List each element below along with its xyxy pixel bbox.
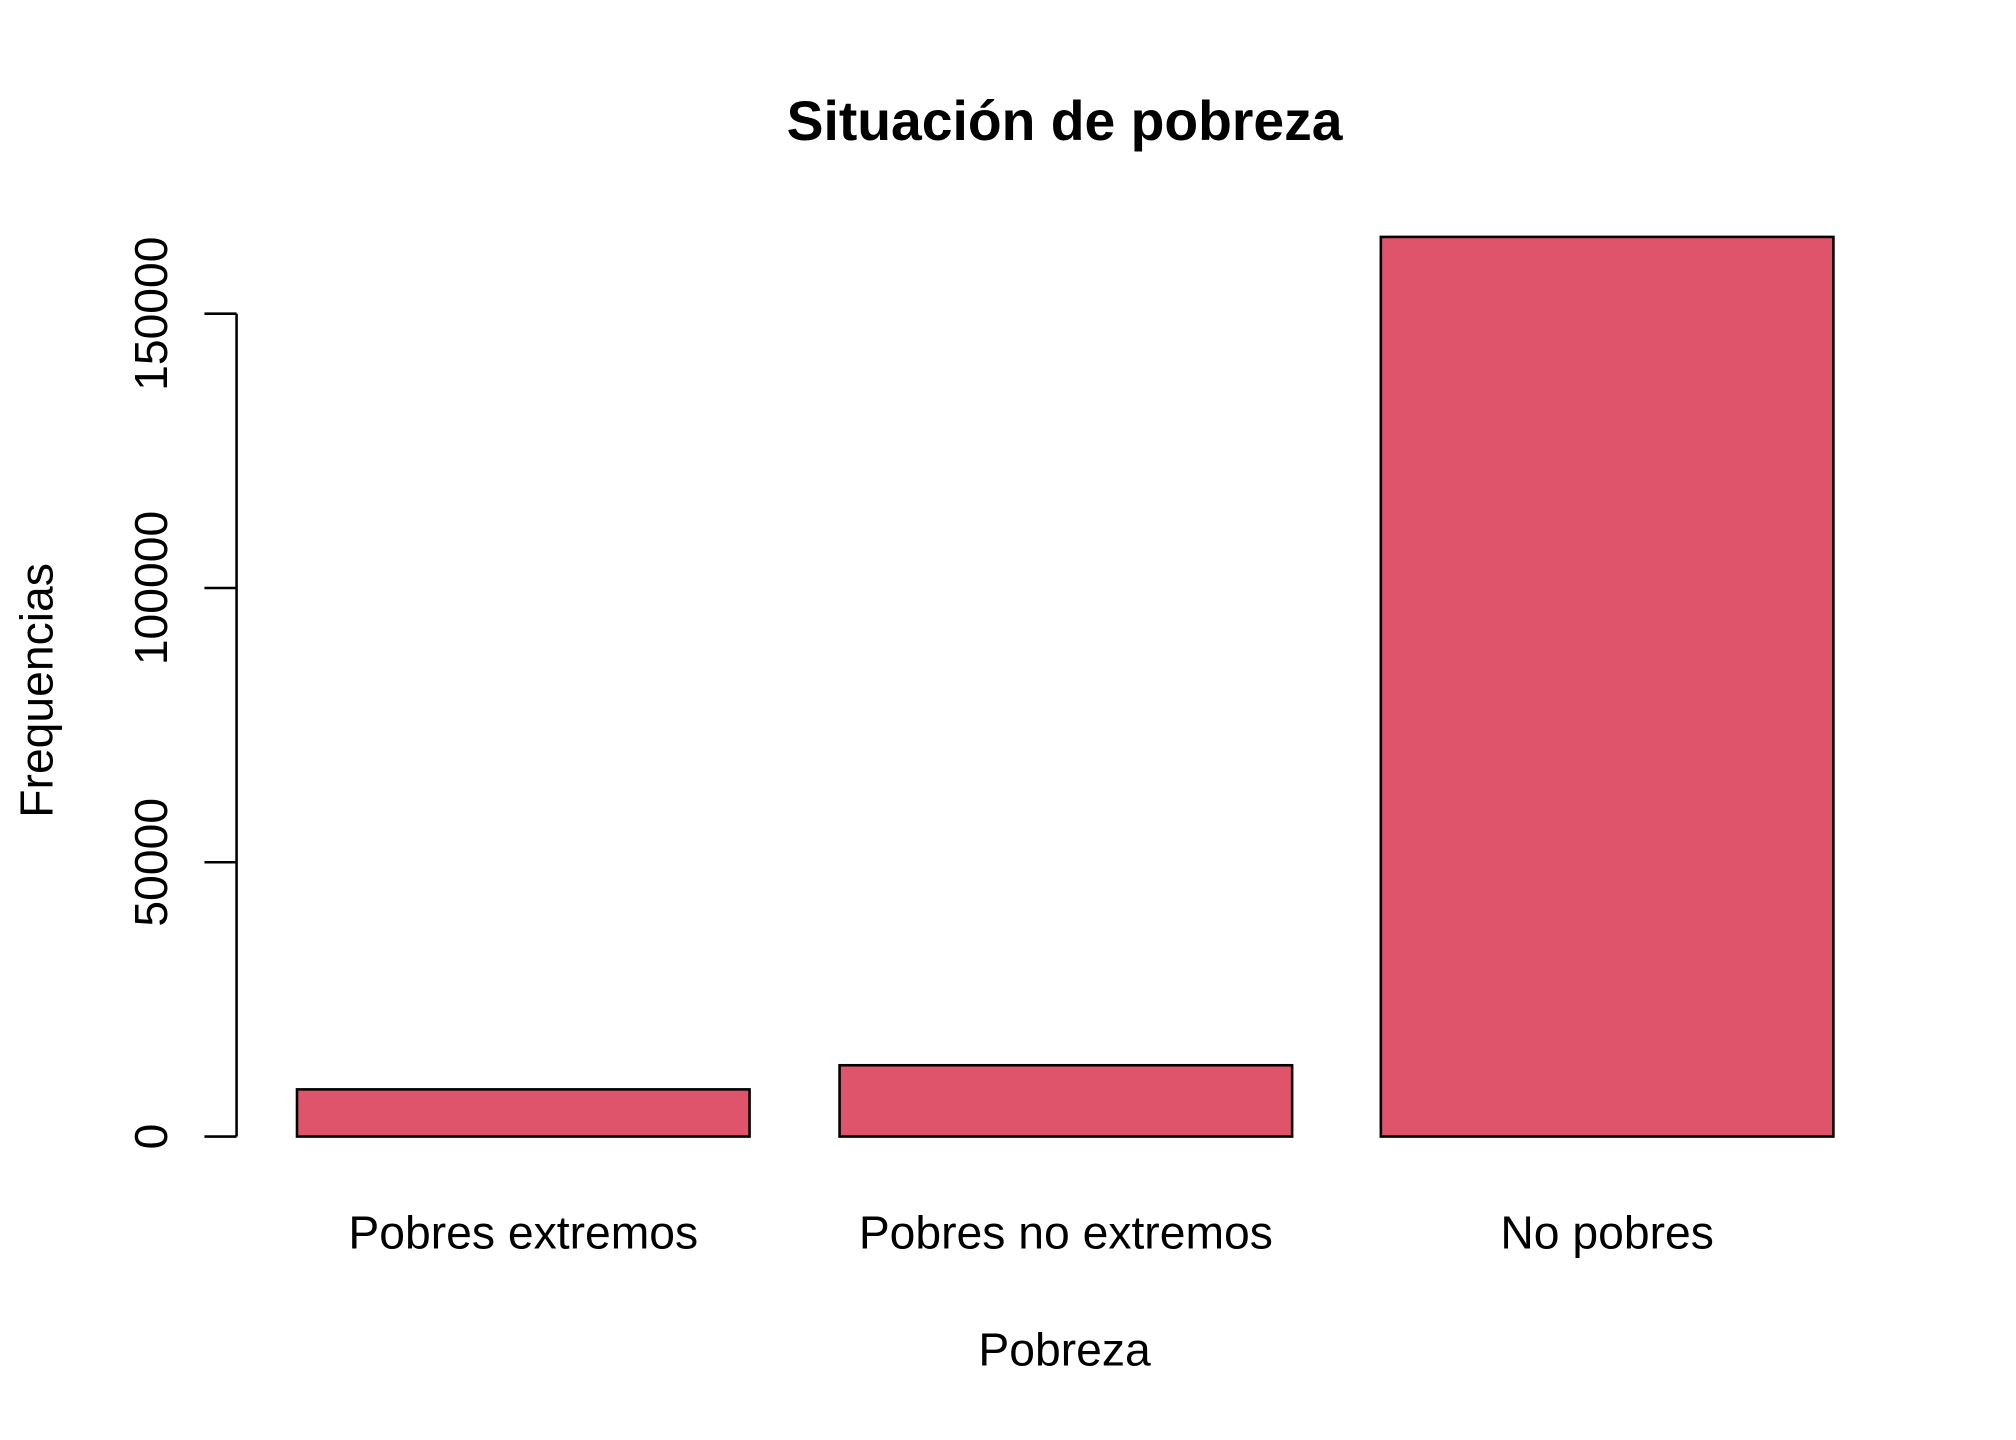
y-tick-label: 0 — [125, 1124, 177, 1150]
y-tick-label: 50000 — [125, 798, 177, 927]
bar-no-pobres — [1379, 235, 1835, 1138]
x-tick-label: Pobres no extremos — [859, 1206, 1273, 1258]
x-tick-label: Pobres extremos — [348, 1206, 698, 1258]
x-axis-label: Pobreza — [978, 1323, 1151, 1375]
bar-pobres-no-extremos — [838, 1063, 1294, 1138]
x-tick-label: No pobres — [1500, 1206, 1713, 1258]
y-tick-label: 150000 — [125, 237, 177, 391]
x-tick-labels: Pobres extremos Pobres no extremos No pobr… — [348, 1206, 1713, 1258]
y-tick-label: 100000 — [125, 511, 177, 665]
bars-group — [295, 235, 1835, 1138]
bar-pobres-extremos — [295, 1088, 751, 1138]
chart-title: Situación de pobreza — [787, 90, 1344, 152]
y-axis-label: Frequencias — [11, 563, 63, 818]
y-axis: 0 50000 100000 150000 — [125, 237, 238, 1150]
